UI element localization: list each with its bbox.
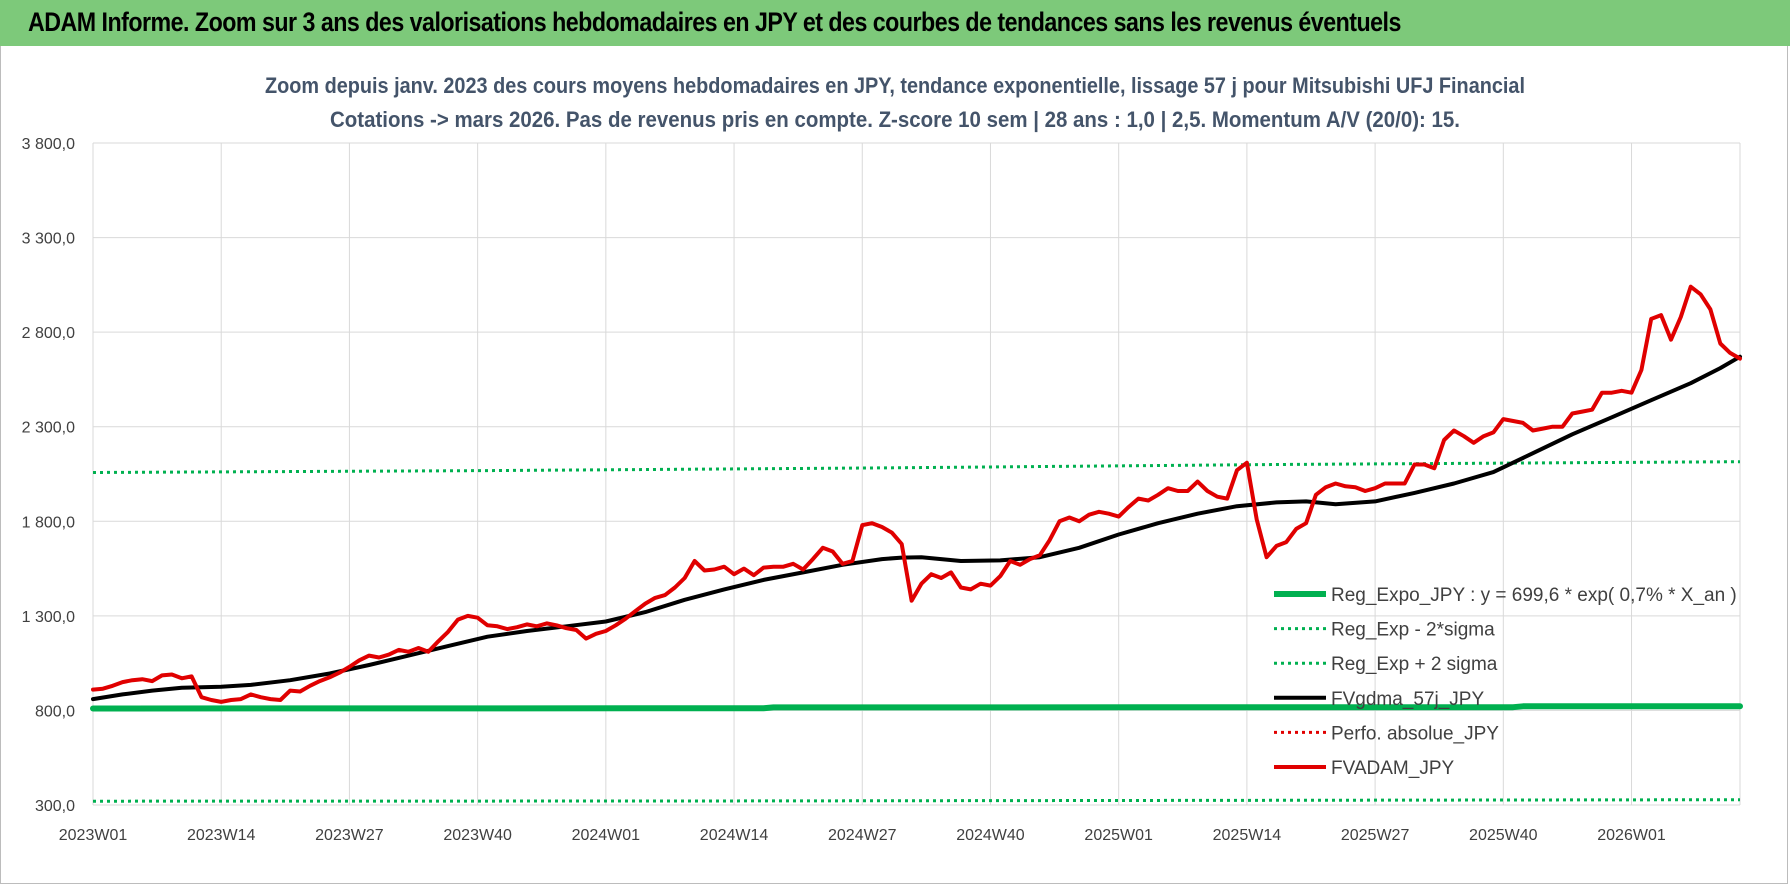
series-layer xyxy=(90,284,1743,803)
x-tick-label: 2024W01 xyxy=(572,827,641,844)
x-tick-label: 2025W27 xyxy=(1341,827,1410,844)
series-line-1 xyxy=(92,798,1741,803)
legend-label: Perfo. absolue_JPY xyxy=(1331,723,1499,744)
legend-label: Reg_Exp + 2 sigma xyxy=(1331,654,1498,675)
series-line-5 xyxy=(91,284,1742,704)
x-tick-label: 2025W40 xyxy=(1469,827,1538,844)
x-tick-label: 2025W14 xyxy=(1213,827,1282,844)
legend-label: Reg_Exp - 2*sigma xyxy=(1331,620,1495,641)
y-tick-label: 300,0 xyxy=(35,798,75,815)
x-tick-label: 2025W01 xyxy=(1084,827,1153,844)
x-tick-label: 2023W27 xyxy=(315,827,384,844)
y-axis: 300,0 800,0 1 300,0 1 800,0 2 300,0 2 800,0 3 … xyxy=(22,136,75,815)
x-tick-label: 2023W14 xyxy=(187,827,256,844)
chart-title-line-1: Zoom depuis janv. 2023 des cours moyens … xyxy=(265,73,1525,98)
x-tick-label: 2024W40 xyxy=(956,827,1025,844)
x-axis: 2023W01 2023W14 2023W27 2023W40 2024W01 2024W… xyxy=(59,827,1666,844)
x-tick-label: 2024W14 xyxy=(700,827,769,844)
legend-label: FVADAM_JPY xyxy=(1331,758,1455,779)
chart-title-line-2: Cotations -> mars 2026. Pas de revenus p… xyxy=(330,107,1460,132)
header-title: ADAM Informe. Zoom sur 3 ans des valoris… xyxy=(28,7,1401,37)
legend: Reg_Expo_JPY : y = 699,6 * exp( 0,7% * X… xyxy=(1274,585,1737,779)
x-tick-label: 2023W01 xyxy=(59,827,128,844)
y-tick-label: 2 800,0 xyxy=(22,325,75,342)
x-tick-label: 2026W01 xyxy=(1597,827,1666,844)
series-line-3 xyxy=(91,354,1742,702)
header-bar: ADAM Informe. Zoom sur 3 ans des valoris… xyxy=(0,0,1790,46)
series-line-0 xyxy=(90,703,1743,712)
y-tick-label: 800,0 xyxy=(35,703,75,720)
y-tick-label: 1 800,0 xyxy=(22,514,75,531)
legend-label: Reg_Expo_JPY : y = 699,6 * exp( 0,7% * X… xyxy=(1331,585,1737,606)
y-tick-label: 1 300,0 xyxy=(22,609,75,626)
y-tick-label: 3 300,0 xyxy=(22,231,75,248)
y-tick-label: 2 300,0 xyxy=(22,420,75,437)
x-tick-label: 2023W40 xyxy=(443,827,512,844)
legend-label: FVgdma_57j_JPY xyxy=(1331,689,1484,710)
chart-frame xyxy=(0,46,1788,884)
x-tick-label: 2024W27 xyxy=(828,827,897,844)
y-tick-label: 3 800,0 xyxy=(22,136,75,153)
series-line-2 xyxy=(92,460,1741,474)
